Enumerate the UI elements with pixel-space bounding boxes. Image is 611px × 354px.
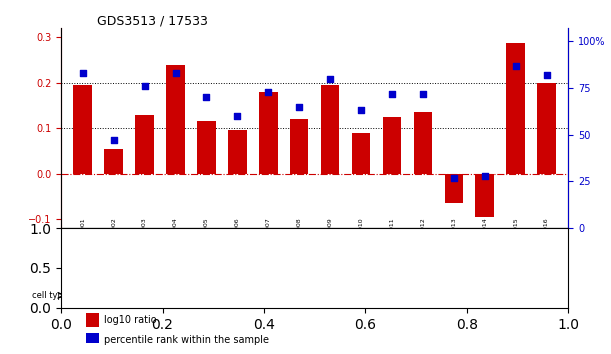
Bar <box>197 121 216 173</box>
Point <box>542 72 552 78</box>
FancyBboxPatch shape <box>501 228 530 281</box>
FancyBboxPatch shape <box>68 282 191 308</box>
Text: GSM348013: GSM348013 <box>452 217 456 255</box>
Text: GSM348003: GSM348003 <box>142 217 147 255</box>
Point <box>480 173 489 178</box>
FancyBboxPatch shape <box>130 228 159 281</box>
Bar <box>352 133 370 173</box>
Text: GSM348005: GSM348005 <box>204 217 209 255</box>
Text: GDS3513 / 17533: GDS3513 / 17533 <box>97 14 208 27</box>
Text: GSM348008: GSM348008 <box>297 217 302 255</box>
Bar <box>475 173 494 217</box>
FancyBboxPatch shape <box>99 228 128 281</box>
Text: GSM348010: GSM348010 <box>359 217 364 255</box>
Bar <box>259 92 277 173</box>
Bar <box>228 130 247 173</box>
FancyBboxPatch shape <box>284 228 314 281</box>
Point <box>418 91 428 97</box>
FancyBboxPatch shape <box>192 282 314 308</box>
FancyBboxPatch shape <box>222 228 252 281</box>
FancyBboxPatch shape <box>470 228 500 281</box>
Text: cell type: cell type <box>32 291 68 300</box>
Bar <box>507 43 525 173</box>
Bar <box>537 83 556 173</box>
FancyBboxPatch shape <box>192 228 221 281</box>
Point <box>109 137 119 143</box>
Text: GSM348011: GSM348011 <box>389 217 395 255</box>
Text: percentile rank within the sample: percentile rank within the sample <box>104 335 269 345</box>
Point <box>202 95 211 100</box>
FancyBboxPatch shape <box>315 228 345 281</box>
Text: GSM348014: GSM348014 <box>482 217 487 255</box>
Point <box>295 104 304 109</box>
Text: embryoid bodies w/ beating
CMs: embryoid bodies w/ beating CMs <box>204 289 301 302</box>
Text: log10 ratio: log10 ratio <box>104 315 157 325</box>
Bar <box>414 112 432 173</box>
Text: GSM348002: GSM348002 <box>111 217 116 255</box>
Point <box>170 70 180 76</box>
Bar <box>445 173 463 203</box>
FancyBboxPatch shape <box>161 228 191 281</box>
FancyBboxPatch shape <box>254 228 283 281</box>
FancyBboxPatch shape <box>532 228 562 281</box>
Text: GSM348004: GSM348004 <box>173 217 178 255</box>
FancyBboxPatch shape <box>68 228 98 281</box>
Point <box>356 108 366 113</box>
Point <box>449 175 459 181</box>
Text: GSM348016: GSM348016 <box>544 217 549 255</box>
FancyBboxPatch shape <box>408 228 437 281</box>
Bar <box>166 65 185 173</box>
Bar <box>73 85 92 173</box>
FancyBboxPatch shape <box>439 282 562 308</box>
FancyBboxPatch shape <box>377 228 407 281</box>
Bar <box>135 115 154 173</box>
Point <box>325 76 335 81</box>
Text: CMs from ESCs: CMs from ESCs <box>350 292 403 298</box>
Bar <box>290 119 309 173</box>
Text: CMs from fetal hearts: CMs from fetal hearts <box>463 292 538 298</box>
Bar <box>382 117 401 173</box>
Text: GSM348006: GSM348006 <box>235 217 240 255</box>
Point <box>140 83 150 89</box>
Text: GSM348012: GSM348012 <box>420 217 425 255</box>
Point <box>511 63 521 68</box>
Point <box>387 91 397 97</box>
Bar <box>321 85 339 173</box>
Text: GSM348007: GSM348007 <box>266 217 271 255</box>
FancyBboxPatch shape <box>315 282 437 308</box>
FancyBboxPatch shape <box>346 228 376 281</box>
Text: GSM348009: GSM348009 <box>327 217 332 255</box>
Point <box>232 113 242 119</box>
Text: GSM348001: GSM348001 <box>80 217 86 255</box>
Point <box>78 70 87 76</box>
Bar <box>104 149 123 173</box>
FancyBboxPatch shape <box>439 228 469 281</box>
Bar <box>87 313 99 327</box>
Point <box>263 89 273 95</box>
Bar <box>87 333 99 347</box>
Text: GSM348015: GSM348015 <box>513 217 518 255</box>
Text: ESCs: ESCs <box>120 292 137 298</box>
